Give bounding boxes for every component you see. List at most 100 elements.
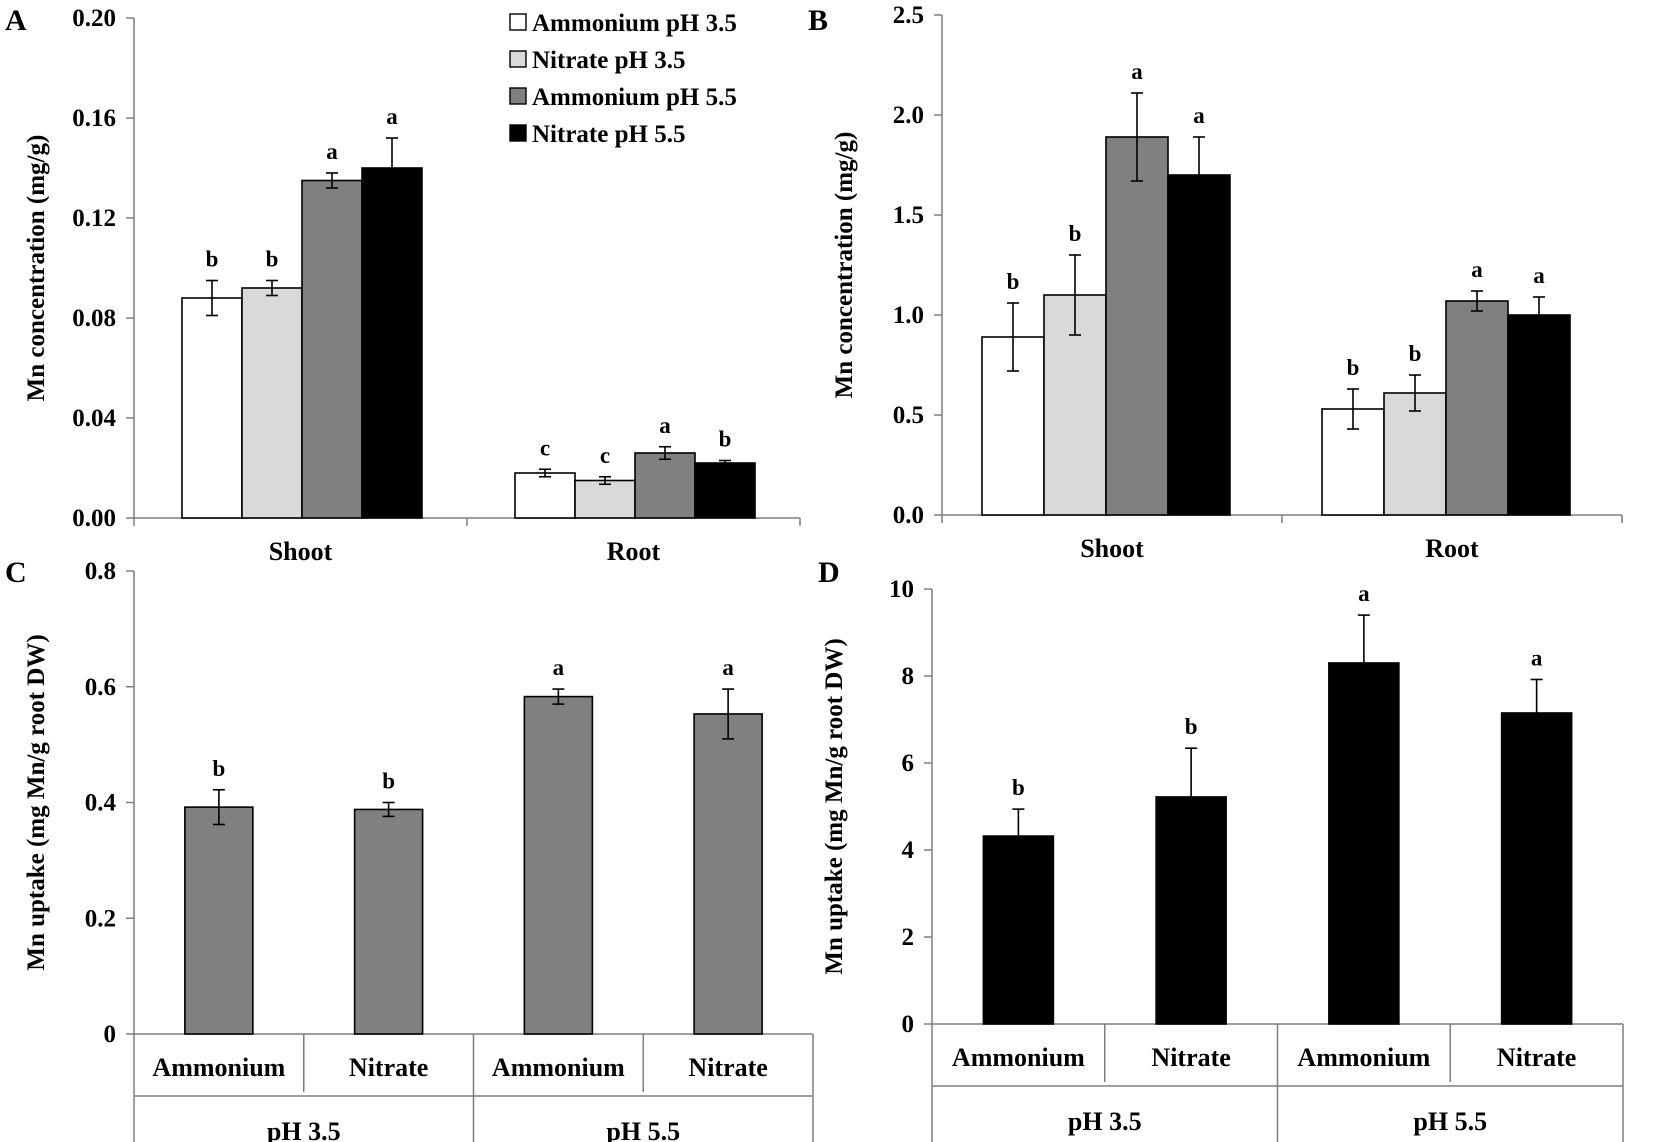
panel-label-d: D bbox=[818, 556, 840, 589]
bar-nitrate-ph55 bbox=[1500, 712, 1573, 1025]
y-tick-label: 0.04 bbox=[72, 405, 116, 432]
bar-ammonium-ph55 bbox=[523, 695, 594, 1035]
y-tick-label: 0.4 bbox=[85, 790, 117, 817]
bar-ammonium-ph35 bbox=[982, 835, 1055, 1025]
y-tick-label: 0.08 bbox=[72, 305, 116, 332]
significance-letter: b bbox=[266, 247, 279, 272]
y-tick-label: 0 bbox=[902, 1011, 915, 1038]
panel-c-chart: 0 0.2 0.4 0.6 0.8 Mn uptake (mg Mn/g root DW)… bbox=[23, 558, 814, 1142]
y-tick-label: 0.5 bbox=[893, 402, 924, 429]
significance-letter: a bbox=[1131, 59, 1143, 84]
y-tick-label: 0.12 bbox=[72, 205, 116, 232]
significance-letter: b bbox=[1185, 714, 1198, 739]
significance-letter: b bbox=[1409, 341, 1422, 366]
significance-letter: a bbox=[1531, 645, 1543, 670]
y-tick-label: 1.5 bbox=[893, 202, 924, 229]
y-tick-label: 2 bbox=[902, 924, 915, 951]
significance-letter: b bbox=[719, 427, 732, 452]
bar-root-series-2 bbox=[1383, 392, 1447, 516]
bar-root-series-4 bbox=[694, 462, 756, 519]
significance-letter: b bbox=[1007, 269, 1020, 294]
bar-ammonium-ph35 bbox=[184, 806, 254, 1035]
y-tick-label: 0.8 bbox=[85, 558, 116, 585]
legend-label: Ammonium pH 3.5 bbox=[532, 10, 737, 37]
y-tick-label: 8 bbox=[902, 663, 915, 690]
significance-letter: a bbox=[553, 655, 565, 680]
panel-label-c: C bbox=[5, 556, 27, 589]
panel-label-a: A bbox=[5, 4, 27, 37]
y-tick-label: 4 bbox=[902, 837, 915, 864]
legend-label: Nitrate pH 5.5 bbox=[532, 121, 685, 148]
bar-nitrate-ph35 bbox=[353, 808, 424, 1035]
significance-letter: b bbox=[382, 769, 395, 794]
group-label: pH 5.5 bbox=[1413, 1107, 1487, 1136]
category-label: Ammonium bbox=[152, 1053, 285, 1082]
category-label: Ammonium bbox=[492, 1053, 625, 1082]
y-tick-label: 0.2 bbox=[85, 905, 116, 932]
significance-letter: a bbox=[1193, 103, 1205, 128]
y-tick-label: 0.6 bbox=[85, 674, 116, 701]
bar-shoot-series-2 bbox=[241, 287, 303, 519]
significance-letter: c bbox=[540, 435, 550, 460]
legend-swatch bbox=[509, 13, 527, 31]
y-axis-title: Mn uptake (mg Mn/g root DW) bbox=[23, 634, 50, 970]
category-label: Ammonium bbox=[1297, 1043, 1430, 1072]
bar-root-series-4 bbox=[1507, 314, 1571, 516]
bar-shoot-series-4 bbox=[361, 167, 423, 519]
y-tick-label: 0.20 bbox=[72, 5, 116, 32]
y-tick-label: 2.0 bbox=[893, 102, 924, 129]
y-tick-label: 0.00 bbox=[72, 505, 116, 532]
significance-letter: b bbox=[212, 756, 225, 781]
legend-swatch bbox=[509, 50, 527, 68]
significance-letter: a bbox=[722, 655, 734, 680]
category-label: Nitrate bbox=[1151, 1043, 1230, 1072]
y-tick-label: 10 bbox=[889, 576, 914, 603]
category-label: Nitrate bbox=[349, 1053, 428, 1082]
y-axis-title: Mn concentration (mg/g) bbox=[831, 132, 858, 399]
y-tick-label: 0 bbox=[104, 1021, 117, 1048]
category-label: Shoot bbox=[269, 537, 333, 566]
bar-root-series-3 bbox=[1445, 300, 1509, 516]
significance-letter: a bbox=[326, 139, 338, 164]
category-label: Nitrate bbox=[1497, 1043, 1576, 1072]
legend-swatch bbox=[509, 124, 527, 142]
y-tick-label: 1.0 bbox=[893, 302, 924, 329]
bar-shoot-series-1 bbox=[181, 297, 243, 519]
category-label: Shoot bbox=[1080, 534, 1144, 563]
y-tick-label: 6 bbox=[902, 750, 915, 777]
significance-letter: b bbox=[1347, 355, 1360, 380]
bar-root-series-1 bbox=[514, 472, 576, 519]
y-tick-label: 2.5 bbox=[893, 2, 924, 29]
y-tick-label: 0.0 bbox=[893, 502, 924, 529]
significance-letter: a bbox=[1471, 257, 1483, 282]
significance-letter: a bbox=[659, 413, 671, 438]
legend-swatch bbox=[509, 87, 527, 105]
panel-a-chart: 0.00 0.04 0.08 0.12 0.16 0.20 Mn concentration… bbox=[23, 5, 801, 566]
bar-shoot-series-3 bbox=[301, 179, 363, 519]
bar-root-series-3 bbox=[634, 452, 696, 519]
y-tick-label: 0.16 bbox=[72, 105, 116, 132]
significance-letter: b bbox=[1069, 221, 1082, 246]
bar-nitrate-ph55 bbox=[693, 713, 763, 1035]
significance-letter: c bbox=[600, 443, 610, 468]
panel-label-b: B bbox=[808, 4, 828, 37]
category-label: Root bbox=[1425, 534, 1479, 563]
legend-label: Ammonium pH 5.5 bbox=[532, 84, 737, 111]
bar-shoot-series-3 bbox=[1105, 136, 1169, 516]
group-label: pH 3.5 bbox=[1068, 1107, 1142, 1136]
group-label: pH 3.5 bbox=[267, 1117, 341, 1142]
significance-letter: a bbox=[1358, 581, 1370, 606]
legend-label: Nitrate pH 3.5 bbox=[532, 47, 685, 74]
panel-b-chart: 0.0 0.5 1.0 1.5 2.0 2.5 Mn concentration (mg/g… bbox=[831, 2, 1623, 563]
bar-shoot-series-4 bbox=[1167, 174, 1231, 516]
significance-letter: a bbox=[386, 104, 398, 129]
panel-d-chart: 0 2 4 6 8 10 Mn uptake (mg Mn/g root DW) b Ammon… bbox=[821, 576, 1624, 1142]
category-label: Nitrate bbox=[688, 1053, 767, 1082]
y-axis-title: Mn concentration (mg/g) bbox=[23, 135, 50, 402]
bar-ammonium-ph55 bbox=[1328, 662, 1400, 1025]
significance-letter: b bbox=[1012, 775, 1025, 800]
significance-letter: b bbox=[206, 247, 219, 272]
category-label: Root bbox=[607, 537, 661, 566]
bar-root-series-2 bbox=[574, 479, 636, 519]
